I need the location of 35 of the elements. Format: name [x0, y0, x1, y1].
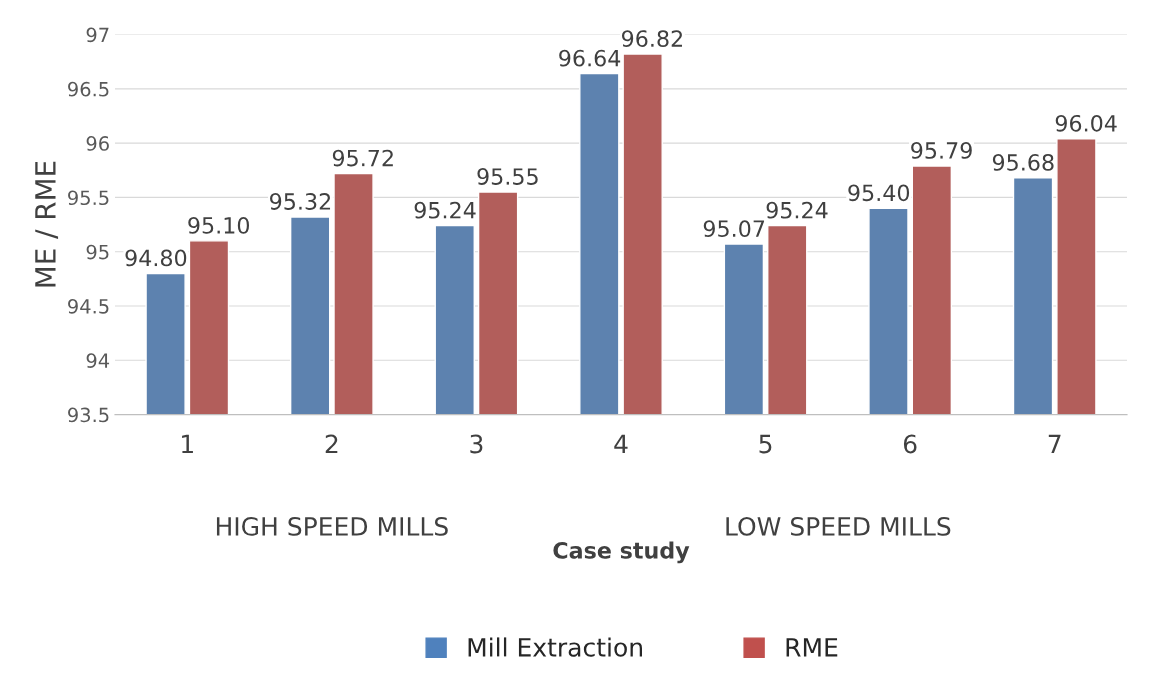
- data-label: 96.64: [559, 49, 621, 67]
- data-label: 95.68: [992, 153, 1054, 171]
- x-tick-label: 3: [470, 434, 483, 454]
- data-label: 96.04: [1055, 114, 1117, 132]
- data-label: 95.24: [414, 201, 476, 219]
- y-tick-label: 96: [86, 136, 109, 151]
- x-tick-label: 4: [614, 434, 628, 454]
- data-label: 96.82: [622, 30, 682, 48]
- x-tick-label: 1: [182, 434, 193, 454]
- data-label: 95.07: [703, 220, 765, 238]
- x-tick-label: 7: [1048, 434, 1061, 454]
- legend-label: RME: [786, 638, 838, 657]
- y-tick-label: 94: [86, 353, 110, 368]
- data-label: 95.72: [332, 149, 393, 167]
- x-tick-label: 6: [903, 434, 917, 454]
- y-tick-label: 95.5: [68, 190, 109, 206]
- x-tick-label: 5: [759, 434, 772, 454]
- legend-label: Mill Extraction: [468, 637, 642, 657]
- data-label: 95.40: [848, 184, 910, 202]
- y-tick-label: 96.5: [68, 81, 109, 97]
- y-axis-title: ME / RME: [35, 161, 59, 287]
- y-tick-label: 93.5: [68, 407, 109, 423]
- x-axis-title: Case study: [553, 541, 690, 564]
- text: HIGH SPEED MILLS: [216, 516, 448, 536]
- data-label: 95.10: [188, 216, 250, 234]
- data-label: 94.80: [125, 249, 187, 267]
- y-tick-label: 94.5: [68, 298, 109, 314]
- text: LOW SPEED MILLS: [726, 516, 951, 536]
- data-label: 95.79: [911, 142, 972, 159]
- data-label: 95.55: [477, 168, 538, 185]
- data-label: 95.24: [766, 201, 828, 219]
- x-tick-label: 2: [325, 434, 338, 454]
- data-label: 95.32: [270, 193, 331, 210]
- y-tick-label: 97: [86, 27, 109, 43]
- y-tick-label: 95: [86, 244, 109, 260]
